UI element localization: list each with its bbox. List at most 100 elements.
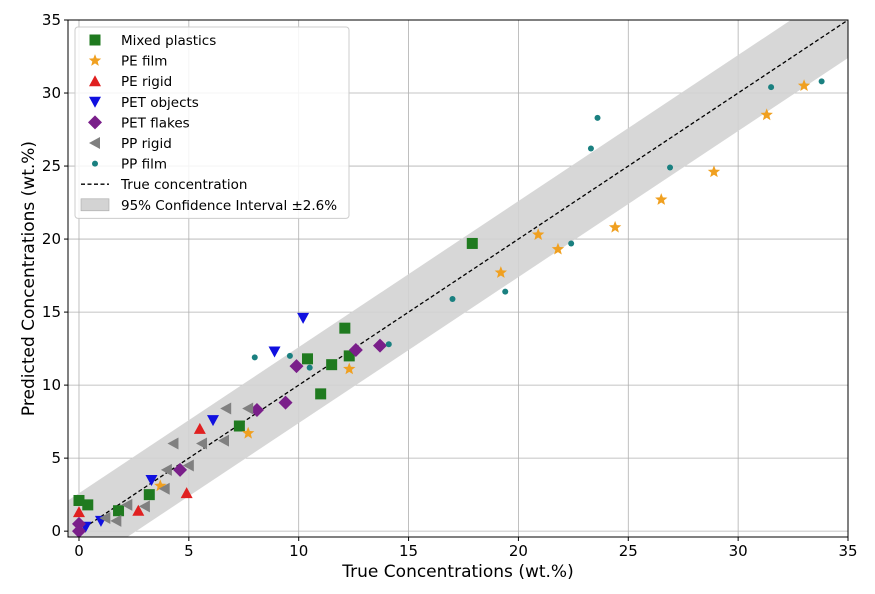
x-tick-label: 20	[509, 542, 528, 560]
data-point-mixed-plastics	[233, 420, 245, 432]
legend-entry: PE film	[121, 54, 167, 70]
data-point-pp-rigid	[121, 498, 133, 511]
y-tick-label: 5	[51, 449, 61, 467]
grid-layer	[68, 19, 849, 537]
data-point-mixed-plastics	[343, 350, 355, 362]
y-tick-label: 25	[42, 157, 61, 175]
data-point-pe-rigid	[132, 504, 145, 516]
data-point-pet-flakes	[173, 462, 188, 477]
true-concentration-line	[78, 20, 848, 532]
data-point-mixed-plastics	[113, 505, 125, 517]
data-point-pp-rigid	[196, 437, 208, 450]
legend-marker	[89, 34, 101, 46]
data-point-pp-film	[818, 78, 825, 85]
data-point-pp-rigid	[182, 459, 194, 472]
data-point-pe-film	[707, 165, 721, 178]
data-point-pp-film	[306, 364, 313, 371]
data-point-pp-rigid	[99, 512, 111, 525]
legend-entry: True concentration	[120, 177, 247, 193]
data-point-pp-rigid	[158, 482, 170, 495]
legend-entry: PE rigid	[121, 74, 172, 90]
x-tick-label: 5	[184, 542, 194, 560]
x-tick-label: 10	[289, 542, 308, 560]
data-point-pp-rigid	[220, 402, 232, 415]
data-point-pet-objects	[297, 312, 310, 324]
series-pet-flakes	[71, 338, 387, 539]
data-point-pe-film	[532, 228, 545, 240]
data-point-pp-rigid	[242, 402, 254, 415]
data-point-pp-rigid	[138, 500, 150, 513]
data-point-mixed-plastics	[315, 388, 327, 400]
legend-entry: PET objects	[121, 95, 199, 111]
x-axis-label: True Concentrations (wt.%)	[341, 562, 573, 582]
data-point-mixed-plastics	[82, 499, 94, 511]
reference-line-layer	[78, 20, 848, 532]
data-point-pp-rigid	[110, 514, 122, 527]
x-tick-label: 25	[619, 542, 638, 560]
data-point-mixed-plastics	[466, 237, 478, 249]
data-point-pp-film	[768, 84, 775, 91]
data-point-pp-film	[385, 341, 392, 348]
data-point-pe-film	[241, 426, 255, 439]
data-point-pp-film	[502, 288, 509, 295]
data-point-pp-film	[594, 114, 601, 121]
series-pe-rigid	[72, 422, 206, 518]
data-point-pp-rigid	[218, 434, 229, 447]
data-point-pet-objects	[268, 346, 281, 358]
legend-entry: PP rigid	[121, 136, 172, 152]
data-point-pe-film	[608, 220, 622, 233]
y-tick-label: 20	[42, 230, 61, 248]
y-tick-label: 30	[42, 84, 61, 102]
data-point-pp-film	[449, 295, 456, 302]
data-point-mixed-plastics	[73, 494, 85, 506]
data-point-pe-film	[655, 193, 668, 205]
data-point-pet-flakes	[289, 359, 304, 374]
data-points-layer	[71, 78, 825, 539]
legend-entry: Mixed plastics	[121, 33, 216, 49]
data-point-mixed-plastics	[143, 489, 155, 501]
series-pp-rigid	[99, 402, 254, 527]
legend: Mixed plastics PE film PE rigid PET objects…	[74, 26, 350, 219]
data-point-pe-film	[797, 79, 811, 91]
data-point-pet-flakes	[278, 395, 293, 410]
legend-marker	[88, 54, 102, 66]
legend-marker	[88, 115, 102, 130]
legend-marker	[89, 96, 101, 108]
x-tick-label: 30	[729, 542, 748, 560]
data-point-pet-flakes	[71, 524, 86, 539]
legend-entry: PP film	[121, 157, 167, 173]
data-point-pe-rigid	[72, 506, 85, 518]
legend-band-marker	[80, 198, 110, 212]
legend-entry: PET flakes	[121, 115, 190, 131]
data-point-pet-flakes	[71, 516, 86, 531]
data-point-pet-objects	[207, 415, 220, 427]
legend-marker	[92, 160, 98, 167]
axes-frame-layer	[67, 19, 849, 538]
legend-entry: 95% Confidence Interval ±2.6%	[121, 198, 337, 214]
series-pe-film	[154, 79, 811, 492]
data-point-pe-film	[343, 362, 356, 375]
data-point-mixed-plastics	[326, 359, 338, 371]
data-point-mixed-plastics	[301, 353, 313, 365]
data-point-pe-rigid	[193, 422, 206, 434]
data-point-pp-film	[587, 145, 594, 152]
data-point-pet-flakes	[373, 338, 387, 353]
series-mixed-plastics	[73, 237, 478, 517]
data-point-pp-film	[251, 354, 258, 361]
y-tick-label: 0	[51, 522, 61, 540]
data-point-pp-film	[568, 240, 575, 247]
data-point-pet-objects	[145, 475, 158, 487]
legend-marker	[89, 75, 101, 87]
y-tick-label: 15	[42, 303, 61, 321]
data-point-pe-film	[154, 479, 167, 492]
x-tick-label: 15	[399, 542, 418, 560]
series-pp-film	[251, 78, 825, 371]
data-point-pp-film	[667, 164, 674, 171]
data-point-pe-film	[551, 242, 565, 255]
y-axis-label: Predicted Concentrations (wt.%)	[19, 141, 39, 416]
data-point-pp-rigid	[160, 463, 172, 476]
legend-box	[74, 26, 350, 219]
y-tick-label: 35	[42, 11, 61, 29]
x-tick-label: 0	[74, 542, 84, 560]
